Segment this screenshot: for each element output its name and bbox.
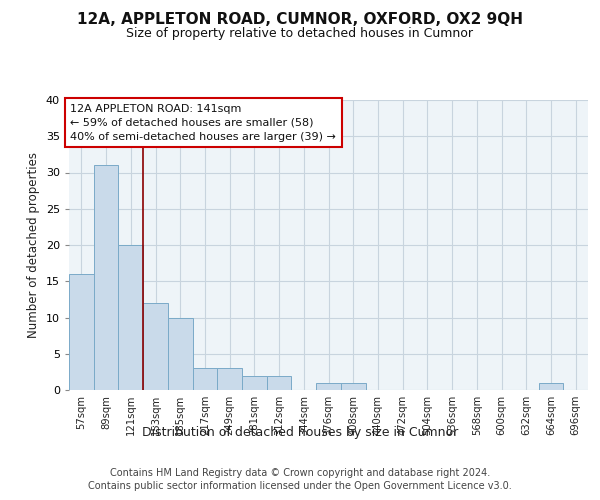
Y-axis label: Number of detached properties: Number of detached properties [27, 152, 40, 338]
Bar [341, 383, 365, 390]
Bar [193, 368, 217, 390]
Bar [242, 376, 267, 390]
Text: Distribution of detached houses by size in Cumnor: Distribution of detached houses by size … [142, 426, 458, 439]
Bar [94, 165, 118, 390]
Bar [267, 376, 292, 390]
Bar [118, 245, 143, 390]
Bar [143, 303, 168, 390]
Bar [539, 383, 563, 390]
Text: 12A APPLETON ROAD: 141sqm
← 59% of detached houses are smaller (58)
40% of semi-: 12A APPLETON ROAD: 141sqm ← 59% of detac… [70, 104, 336, 142]
Bar [168, 318, 193, 390]
Bar [316, 383, 341, 390]
Text: Size of property relative to detached houses in Cumnor: Size of property relative to detached ho… [127, 28, 473, 40]
Bar [69, 274, 94, 390]
Bar [217, 368, 242, 390]
Text: Contains public sector information licensed under the Open Government Licence v3: Contains public sector information licen… [88, 481, 512, 491]
Text: 12A, APPLETON ROAD, CUMNOR, OXFORD, OX2 9QH: 12A, APPLETON ROAD, CUMNOR, OXFORD, OX2 … [77, 12, 523, 28]
Text: Contains HM Land Registry data © Crown copyright and database right 2024.: Contains HM Land Registry data © Crown c… [110, 468, 490, 477]
